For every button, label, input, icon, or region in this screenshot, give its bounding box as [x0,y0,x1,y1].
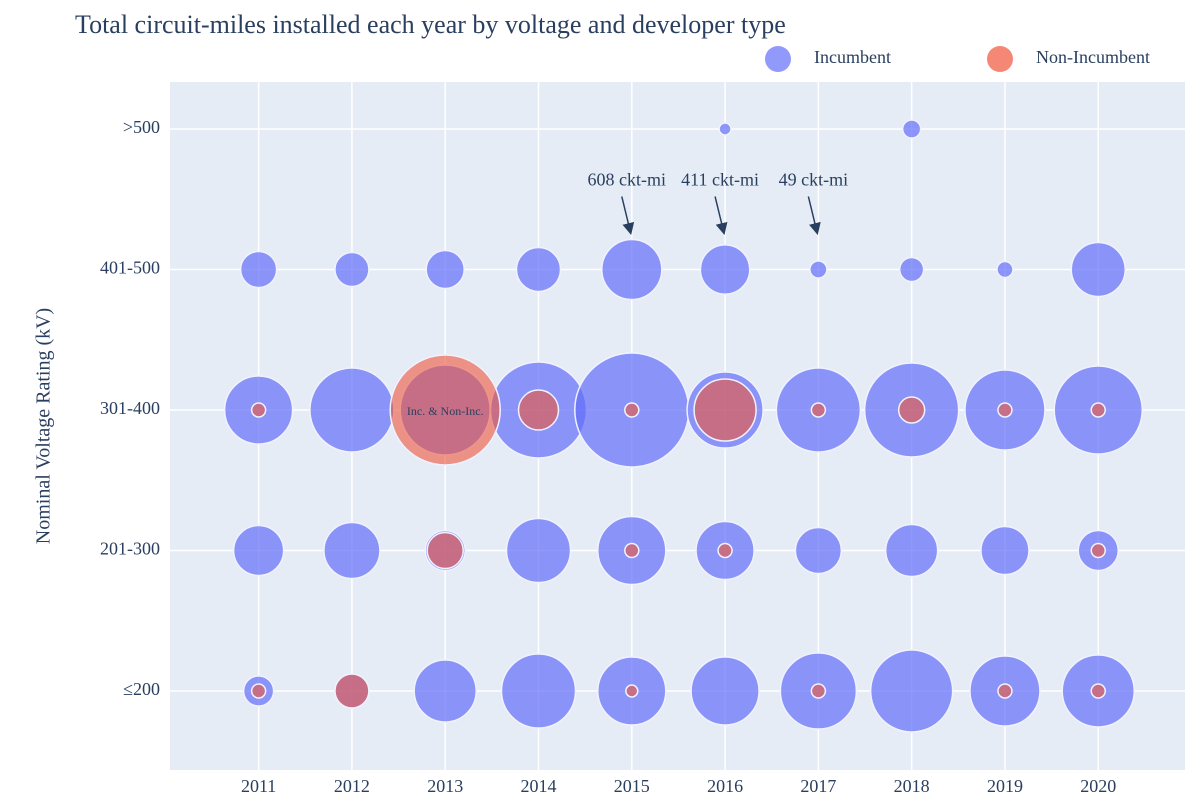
bubble [1070,241,1126,298]
bubble [239,250,278,289]
bubble [693,378,757,442]
bubble [624,542,640,559]
bubble [810,402,827,418]
bubble [500,653,577,729]
bubble [505,517,572,584]
bubble [690,656,760,726]
bubble [1090,683,1106,699]
annotation: 411 ckt-mi [681,170,759,190]
bubble [980,525,1030,576]
legend-marker [987,46,1013,72]
bubble [334,251,370,288]
x-tick-label: 2019 [987,776,1023,796]
bubble [323,521,381,580]
bubble [717,542,733,559]
annotation: 608 ckt-mi [588,170,667,190]
legend-label: Non-Incumbent [1036,47,1150,67]
bubble [517,389,560,431]
annotation-arrow [807,196,821,235]
x-tick-label: 2017 [800,776,836,796]
x-tick-label: 2015 [614,776,650,796]
x-tick-label: 2013 [427,776,463,796]
bubble [810,683,827,699]
bubble [426,531,464,570]
x-tick-label: 2020 [1080,776,1116,796]
annotation-arrow [714,196,728,235]
bubble [250,402,267,418]
bubble [996,260,1014,279]
annotation: 49 ckt-mi [779,170,849,190]
x-tick-label: 2014 [520,776,556,796]
bubble [884,523,939,578]
bubble [699,244,751,295]
bubble [624,402,640,418]
x-tick-label: 2012 [334,776,370,796]
bubble [897,396,926,424]
y-tick-label: >500 [123,117,160,137]
chart-title: Total circuit-miles installed each year … [75,10,786,39]
bubble [413,659,477,723]
bubble [1090,402,1106,418]
bubble [250,683,267,699]
bubble [869,649,954,733]
y-tick-label: ≤200 [123,679,160,699]
legend-label: Incumbent [814,47,891,67]
bubble [997,402,1013,418]
bubble [334,673,370,709]
bubble [309,367,395,453]
legend-marker [765,46,791,72]
x-tick-label: 2018 [894,776,930,796]
bubble [898,256,925,283]
bubble [997,683,1013,699]
bubble [601,238,663,301]
x-tick-label: 2011 [241,776,276,796]
bubble [1090,542,1106,559]
y-tick-label: 201-300 [100,539,160,559]
y-axis-title: Nominal Voltage Rating (kV) [33,308,55,544]
y-tick-label: 401-500 [100,258,160,278]
bubble [718,122,732,136]
x-tick-label: 2016 [707,776,743,796]
bubble [515,246,562,293]
bubble [625,684,639,698]
bubble [794,526,843,575]
bubble [389,354,501,466]
bubble [232,524,285,577]
bubble [901,119,922,139]
y-tick-label: 301-400 [100,398,160,418]
annotation-arrow [621,196,635,235]
annotation: Inc. & Non-Inc. [407,404,484,418]
bubble [425,249,465,290]
bubble [809,260,828,279]
